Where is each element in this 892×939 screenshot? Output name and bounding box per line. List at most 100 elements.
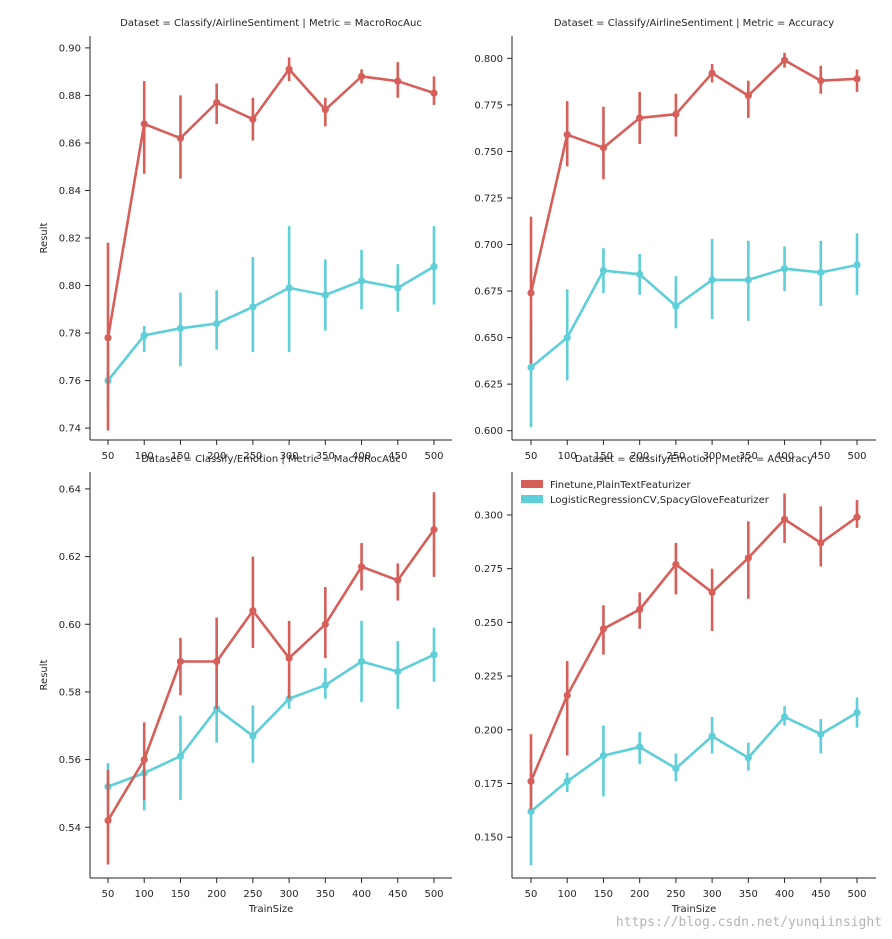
y-tick-label: 0.250 — [474, 618, 503, 629]
x-tick-label: 300 — [703, 889, 722, 900]
y-tick-label: 0.750 — [474, 147, 503, 158]
data-point — [708, 276, 716, 284]
panel-4: Dataset = Classify/Emotion | Metric = Ac… — [474, 454, 876, 915]
data-point — [321, 620, 329, 628]
data-point — [672, 560, 680, 568]
x-tick-label: 100 — [558, 889, 577, 900]
x-tick-label: 250 — [666, 889, 685, 900]
y-tick-label: 0.90 — [59, 43, 81, 54]
y-tick-label: 0.58 — [59, 687, 81, 698]
panel-title: Dataset = Classify/AirlineSentiment | Me… — [554, 18, 834, 29]
y-tick-label: 0.725 — [474, 193, 503, 204]
y-tick-label: 0.675 — [474, 287, 503, 298]
x-axis-label: TrainSize — [248, 904, 294, 915]
series-line — [106, 528, 436, 822]
data-point — [357, 277, 366, 285]
y-tick-label: 0.175 — [474, 779, 503, 790]
x-tick-label: 500 — [424, 889, 443, 900]
data-point — [744, 754, 752, 762]
x-tick-label: 350 — [739, 451, 758, 462]
x-tick-label: 300 — [280, 889, 299, 900]
data-point — [780, 56, 789, 64]
y-axis-label: Result — [39, 222, 50, 253]
data-point — [213, 657, 221, 666]
x-tick-label: 200 — [207, 889, 226, 900]
x-tick-label: 400 — [352, 889, 371, 900]
y-tick-label: 0.300 — [474, 510, 503, 521]
y-tick-label: 0.56 — [59, 755, 81, 766]
data-point — [563, 334, 571, 342]
data-point — [285, 65, 293, 73]
x-tick-label: 250 — [666, 451, 685, 462]
series-line — [530, 263, 858, 369]
data-point — [599, 625, 608, 633]
data-point — [430, 525, 438, 534]
data-point — [744, 91, 752, 100]
data-point — [708, 588, 716, 596]
x-tick-label: 200 — [630, 889, 649, 900]
data-point — [636, 605, 644, 614]
data-point — [708, 732, 716, 740]
y-tick-label: 0.650 — [474, 333, 503, 344]
data-point — [853, 708, 861, 717]
series-line — [529, 58, 858, 294]
data-point — [672, 764, 680, 773]
watermark-text: https://blog.csdn.net/yunqiinsight — [616, 915, 882, 930]
panel-title: Dataset = Classify/Emotion | Metric = Ma… — [141, 454, 401, 465]
data-point — [140, 331, 148, 340]
series-line — [107, 653, 435, 788]
series-logreg — [527, 697, 861, 866]
data-point — [744, 554, 752, 562]
y-tick-label: 0.76 — [59, 376, 81, 387]
data-point — [744, 276, 752, 284]
y-tick-label: 0.82 — [59, 234, 81, 245]
x-tick-label: 500 — [424, 451, 443, 462]
x-tick-label: 200 — [630, 451, 649, 462]
data-point — [321, 106, 329, 114]
data-point — [636, 743, 644, 751]
series-logreg — [527, 233, 861, 427]
data-point — [357, 563, 366, 571]
data-point — [140, 755, 148, 764]
x-tick-label: 50 — [102, 451, 115, 462]
y-tick-label: 0.625 — [474, 380, 503, 391]
data-point — [176, 752, 185, 760]
x-tick-label: 50 — [102, 889, 115, 900]
data-point — [636, 114, 644, 122]
x-tick-label: 150 — [594, 451, 613, 462]
data-point — [817, 730, 825, 738]
panel-2: Dataset = Classify/AirlineSentiment | Me… — [474, 18, 876, 462]
x-tick-label: 250 — [243, 451, 262, 462]
data-point — [104, 816, 112, 825]
data-point — [249, 115, 257, 123]
x-tick-label: 450 — [388, 889, 407, 900]
data-point — [176, 324, 185, 332]
x-tick-label: 50 — [525, 889, 538, 900]
y-tick-label: 0.700 — [474, 240, 503, 251]
data-point — [213, 705, 221, 713]
data-point — [817, 539, 825, 547]
data-point — [780, 515, 789, 523]
data-point — [430, 262, 438, 271]
data-point — [249, 607, 257, 615]
x-tick-label: 150 — [171, 889, 190, 900]
y-tick-label: 0.775 — [474, 100, 503, 111]
data-point — [357, 72, 366, 80]
facet-grid: Dataset = Classify/AirlineSentiment | Me… — [39, 18, 876, 915]
panel-title: Dataset = Classify/AirlineSentiment | Me… — [120, 18, 422, 29]
panel-title: Dataset = Classify/Emotion | Metric = Ac… — [575, 454, 813, 465]
x-tick-label: 500 — [847, 451, 866, 462]
data-point — [321, 681, 329, 689]
x-tick-label: 50 — [525, 451, 538, 462]
data-point — [213, 319, 221, 328]
y-tick-label: 0.200 — [474, 725, 503, 736]
data-point — [636, 270, 644, 278]
data-point — [672, 110, 680, 118]
legend-swatch-logreg — [521, 495, 543, 503]
y-tick-label: 0.64 — [59, 484, 81, 495]
x-tick-label: 400 — [775, 451, 794, 462]
x-tick-label: 250 — [243, 889, 262, 900]
legend-swatch-finetune — [521, 480, 543, 488]
data-point — [104, 334, 112, 342]
